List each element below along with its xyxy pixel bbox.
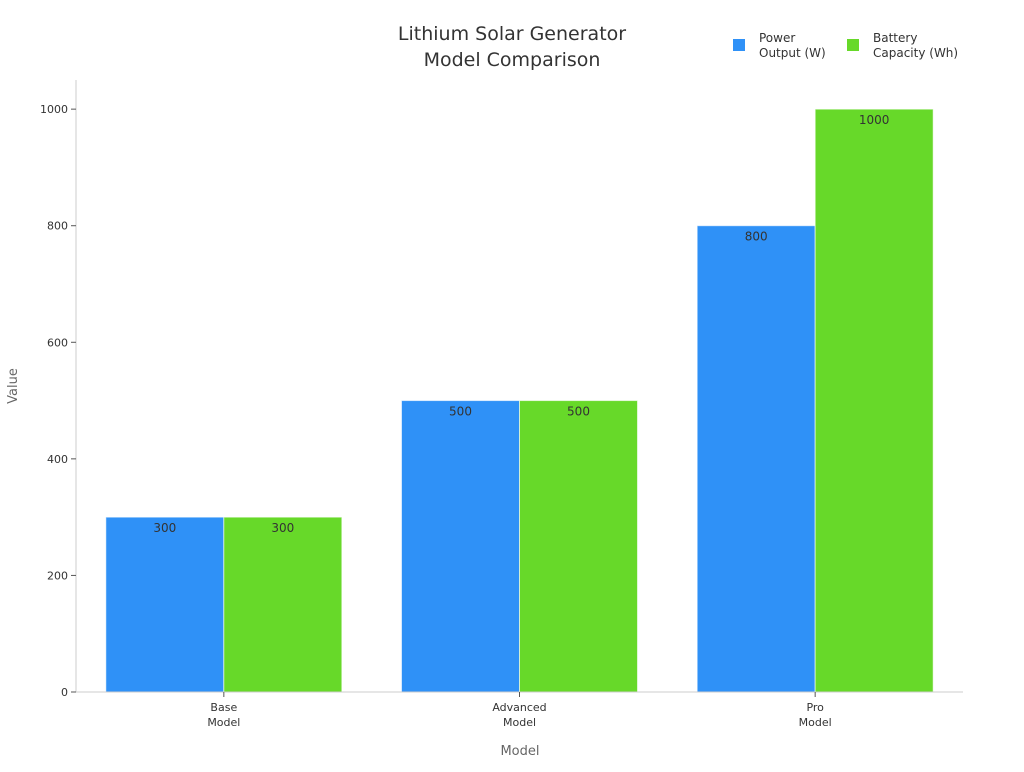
x-axis-label: Model <box>500 744 539 759</box>
legend-swatch-0 <box>733 39 745 51</box>
x-tick-label: Model <box>503 716 536 729</box>
x-tick-label: Model <box>799 716 832 729</box>
data-label: 300 <box>153 521 176 535</box>
chart-title-line-2: Model Comparison <box>424 49 601 71</box>
bar-1-1 <box>519 400 638 693</box>
y-tick-label: 600 <box>47 336 68 349</box>
bar-1-0 <box>223 516 343 693</box>
data-label: 500 <box>567 405 590 419</box>
legend-label-1: Capacity (Wh) <box>873 46 958 60</box>
y-tick-label: 1000 <box>40 103 68 116</box>
legend-swatch-1 <box>847 39 859 51</box>
data-label: 1000 <box>859 113 890 127</box>
axes: 0 200 400 600 800 1000 Base Model Advanced Model P… <box>40 80 963 729</box>
y-axis-label: Value <box>6 368 21 404</box>
legend-label-0: Power <box>759 31 795 45</box>
y-tick-label: 800 <box>47 220 68 233</box>
bar-0-2 <box>696 225 816 693</box>
bar-1-2 <box>814 108 934 693</box>
data-label: 500 <box>449 405 472 419</box>
x-tick-label: Pro <box>806 701 824 714</box>
chart-title: Lithium Solar Generator Model Comparison <box>398 23 626 71</box>
y-tick-label: 200 <box>47 569 68 582</box>
data-label: 300 <box>271 521 294 535</box>
x-tick-label: Base <box>210 701 237 714</box>
bar-0-1 <box>401 400 520 693</box>
x-tick-label: Advanced <box>492 701 546 714</box>
data-label: 800 <box>745 230 768 244</box>
y-tick-label: 400 <box>47 453 68 466</box>
bars: 300 300 500 500 800 1000 <box>105 108 934 693</box>
x-tick-label: Model <box>207 716 240 729</box>
y-tick-label: 0 <box>61 686 68 699</box>
legend-label-1: Battery <box>873 31 917 45</box>
legend-label-0: Output (W) <box>759 46 826 60</box>
chart-title-line-1: Lithium Solar Generator <box>398 23 626 45</box>
bar-0-0 <box>105 516 225 693</box>
